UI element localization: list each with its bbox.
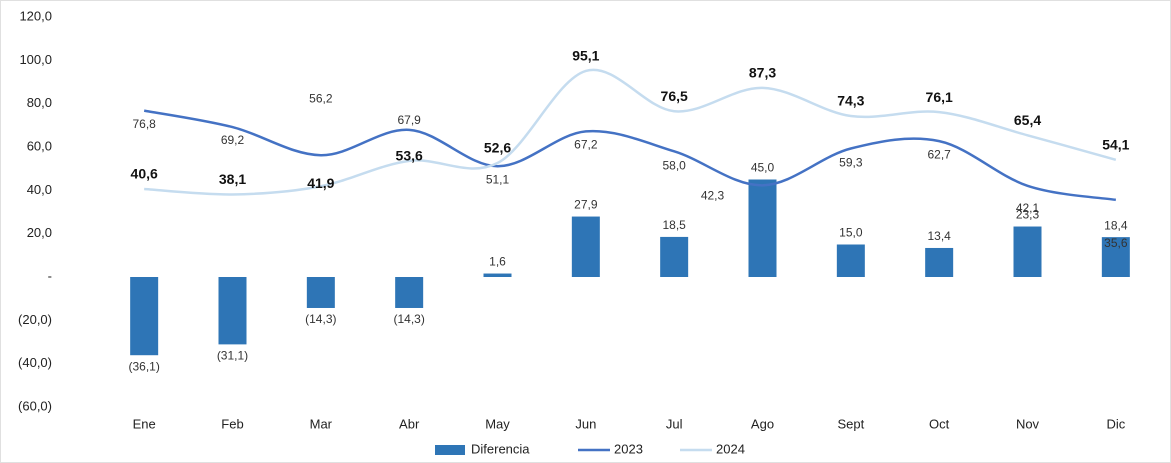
- line-value-label: 58,0: [662, 159, 686, 173]
- x-tick-label: Nov: [1016, 416, 1040, 431]
- line-value-label: 95,1: [572, 48, 599, 64]
- line-value-label: 76,5: [661, 88, 688, 104]
- bar: [660, 236, 689, 277]
- bar-value-label: (36,1): [128, 359, 159, 373]
- bar-value-label: 13,4: [927, 229, 951, 243]
- bar: [1101, 237, 1130, 277]
- legend-label: 2024: [716, 441, 745, 456]
- bar: [925, 247, 954, 277]
- line-value-label: 40,6: [131, 166, 158, 182]
- bar-value-label: (14,3): [393, 312, 424, 326]
- y-tick-label: 120,0: [19, 8, 52, 23]
- bar: [836, 244, 865, 277]
- line-value-label: 42,3: [701, 189, 725, 203]
- y-tick-label: (60,0): [18, 398, 52, 413]
- bar-value-label: 23,3: [1016, 208, 1040, 222]
- y-tick-label: 60,0: [27, 138, 52, 153]
- x-tick-label: Ene: [133, 416, 156, 431]
- bar: [1013, 226, 1042, 277]
- y-tick-label: (40,0): [18, 355, 52, 370]
- line-value-label: 41,9: [307, 175, 334, 191]
- legend-swatch: [435, 445, 465, 455]
- bar-value-label: (31,1): [217, 349, 248, 363]
- line-value-label: 76,1: [926, 89, 953, 105]
- x-tick-label: May: [485, 416, 510, 431]
- legend-label: 2023: [614, 441, 643, 456]
- y-tick-label: (20,0): [18, 312, 52, 327]
- bar-value-label: (14,3): [305, 312, 336, 326]
- line-value-label: 35,6: [1104, 236, 1128, 250]
- line-value-label: 38,1: [219, 171, 246, 187]
- bar: [395, 277, 424, 308]
- y-tick-label: 20,0: [27, 225, 52, 240]
- bar: [218, 277, 247, 345]
- legend-label: Diferencia: [471, 441, 530, 456]
- line: [144, 68, 1117, 196]
- line-value-label: 67,9: [397, 113, 421, 127]
- x-tick-label: Ago: [751, 416, 774, 431]
- bar-value-label: 18,4: [1104, 218, 1128, 232]
- line-value-label: 69,2: [221, 133, 245, 147]
- y-tick-label: 40,0: [27, 182, 52, 197]
- line-value-label: 87,3: [749, 65, 776, 81]
- y-tick-label: 80,0: [27, 95, 52, 110]
- bar-value-label: 45,0: [751, 161, 775, 175]
- bar: [306, 277, 335, 308]
- line-value-label: 67,2: [574, 138, 598, 152]
- line-value-label: 62,7: [927, 147, 951, 161]
- x-tick-label: Jun: [575, 416, 596, 431]
- line: [143, 109, 1117, 202]
- bar: [130, 277, 159, 356]
- y-tick-label: -: [48, 268, 52, 283]
- bar-value-label: 15,0: [839, 226, 863, 240]
- bar-value-label: 27,9: [574, 198, 598, 212]
- line-value-label: 56,2: [309, 91, 333, 105]
- x-tick-label: Abr: [399, 416, 420, 431]
- line-value-label: 42,1: [1016, 201, 1040, 215]
- line-value-label: 65,4: [1014, 112, 1041, 128]
- x-tick-label: Dic: [1106, 416, 1125, 431]
- line-value-label: 51,1: [486, 172, 510, 186]
- bar-value-label: 1,6: [489, 255, 506, 269]
- x-tick-label: Oct: [929, 416, 950, 431]
- x-tick-label: Sept: [837, 416, 864, 431]
- line-value-label: 52,6: [484, 140, 511, 156]
- bar: [748, 179, 777, 277]
- bar: [571, 216, 600, 277]
- line-value-label: 76,8: [132, 117, 156, 131]
- line-value-label: 59,3: [839, 156, 863, 170]
- line-value-label: 53,6: [396, 148, 423, 164]
- bar-value-label: 18,5: [662, 218, 686, 232]
- bar: [483, 273, 512, 277]
- y-tick-label: 100,0: [19, 52, 52, 67]
- line-value-label: 74,3: [837, 93, 864, 109]
- x-tick-label: Jul: [666, 416, 683, 431]
- x-tick-label: Feb: [221, 416, 243, 431]
- line-value-label: 54,1: [1102, 136, 1129, 152]
- x-tick-label: Mar: [310, 416, 333, 431]
